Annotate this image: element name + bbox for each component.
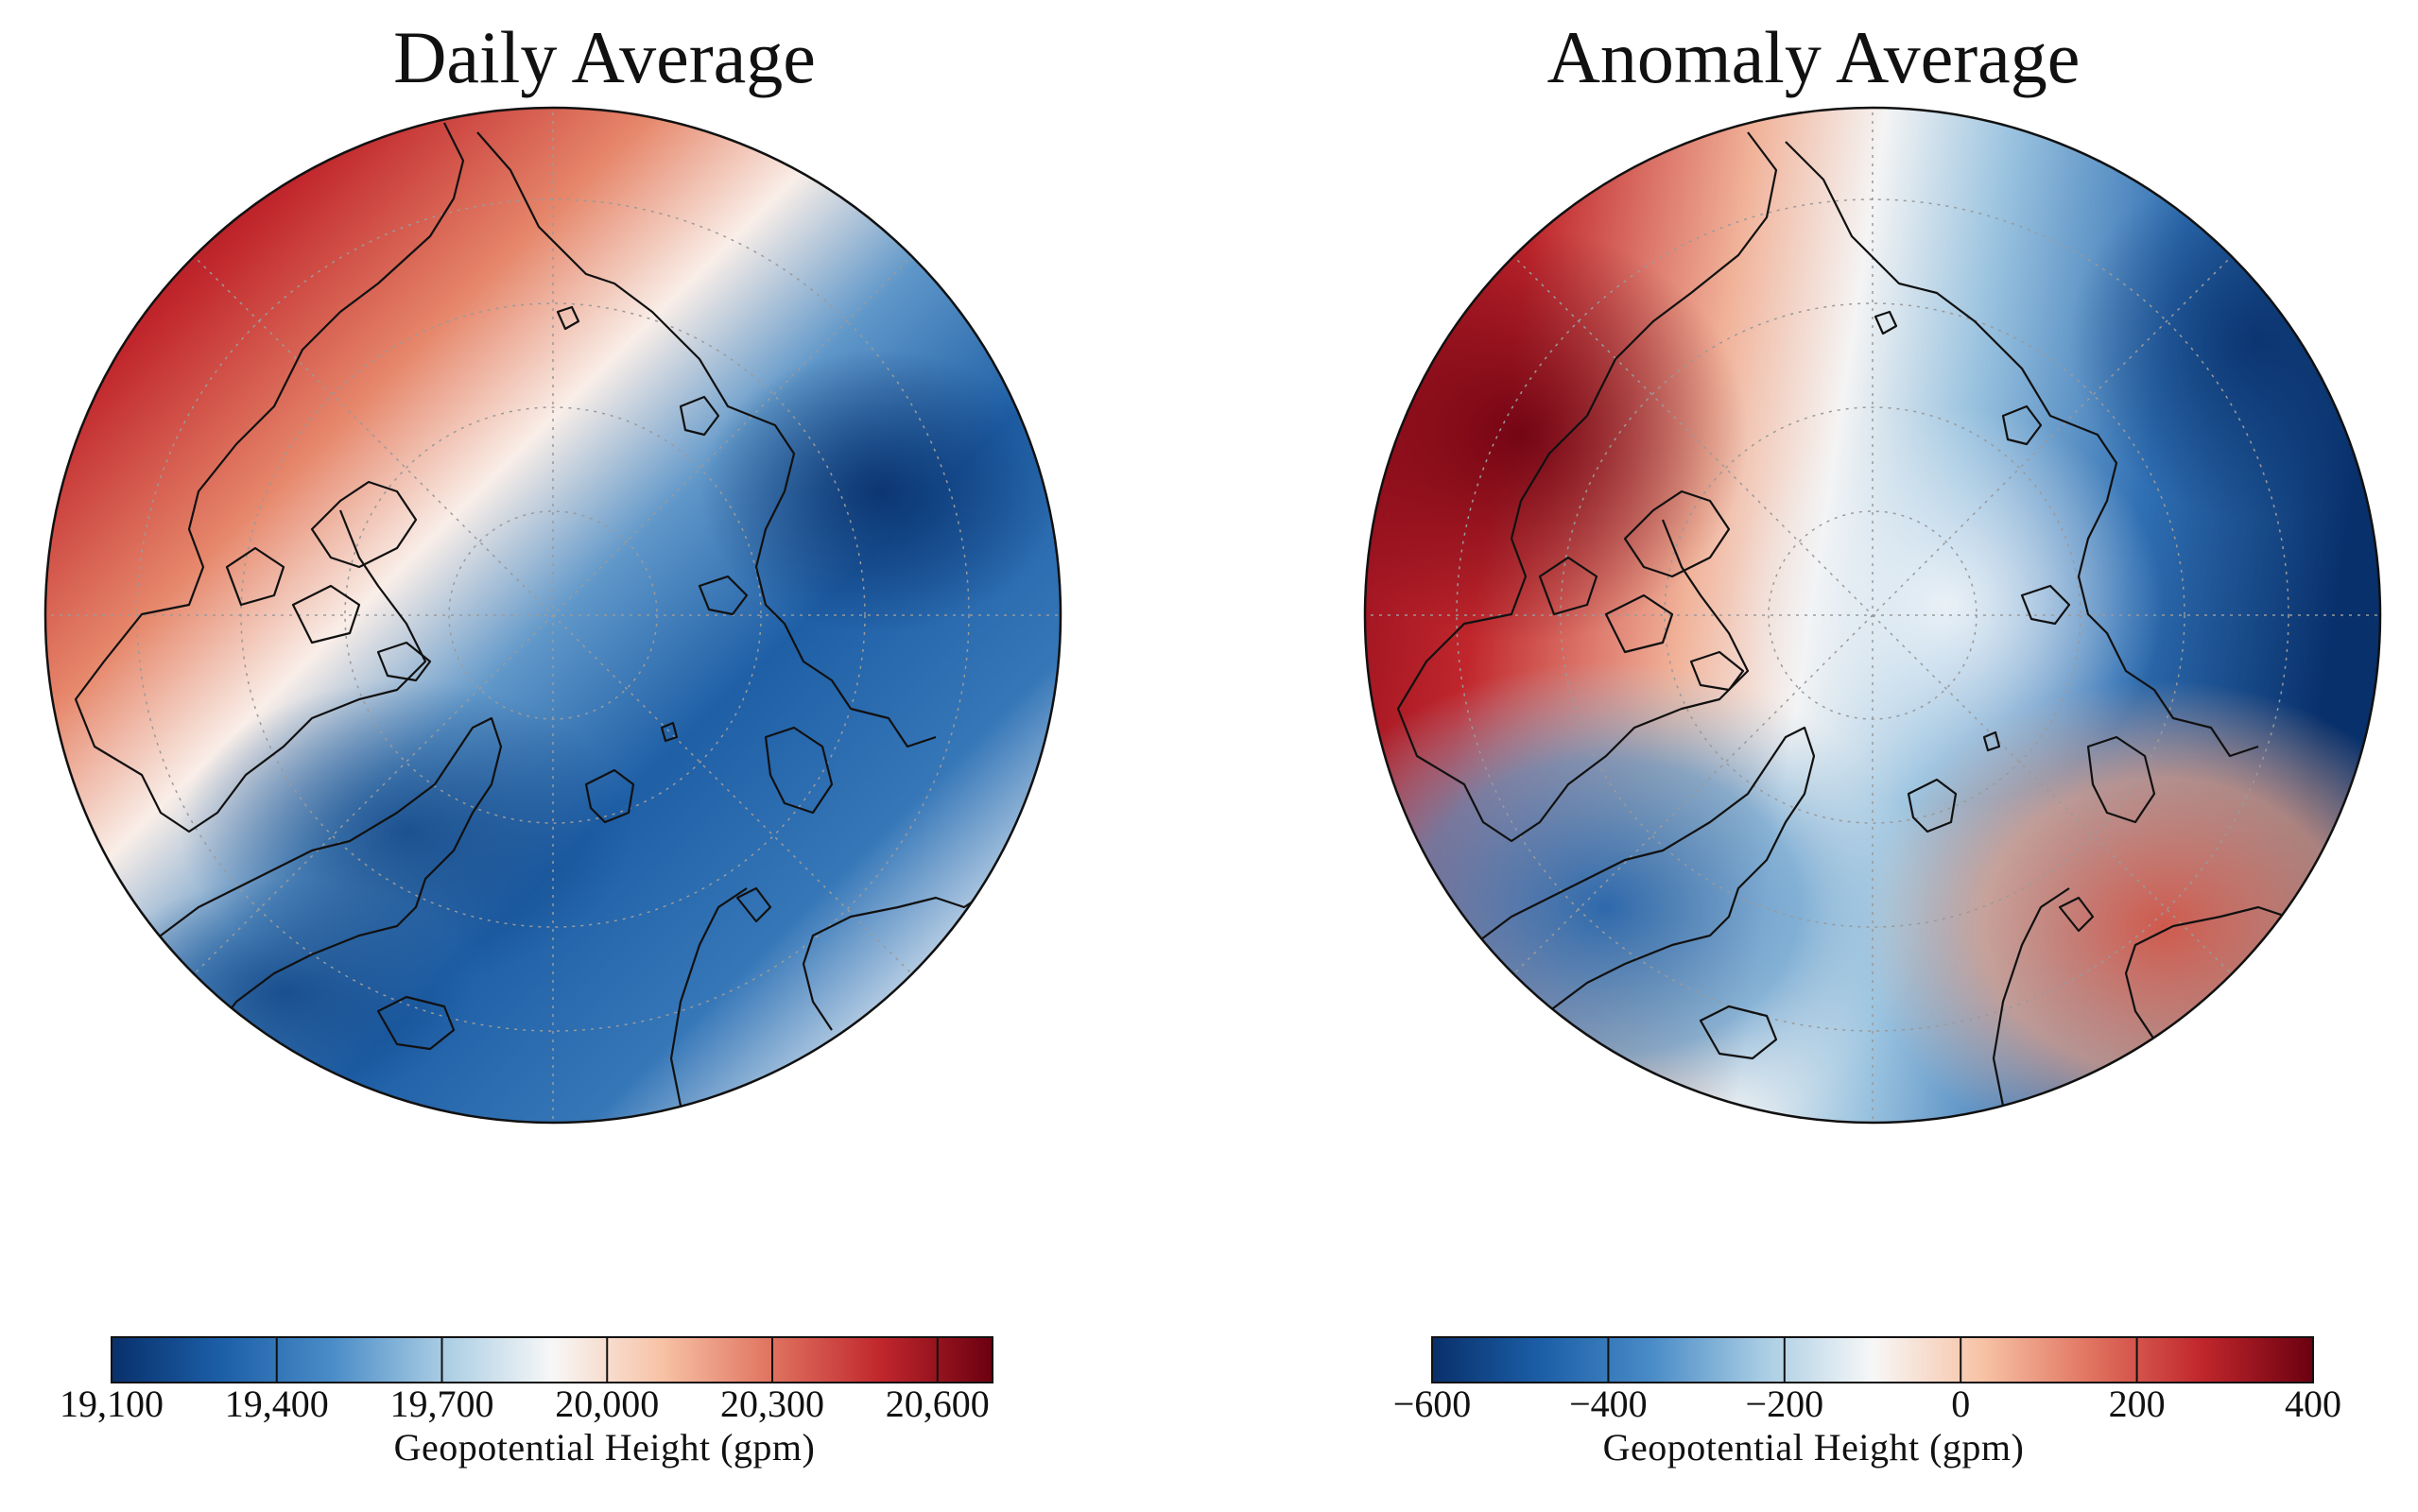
colorbar-tick-label: 0: [1951, 1383, 1970, 1425]
colorbar-tick-label: 20,300: [720, 1383, 824, 1425]
map-boundary: [1363, 106, 2382, 1125]
map-title: Anomaly Average: [1546, 16, 2081, 98]
colorbar-tick-label: −200: [1746, 1383, 1824, 1425]
graticule: [45, 108, 1061, 1123]
colorbar: 19,100 19,400 19,700 20,000 20,300 20,600: [60, 1336, 993, 1425]
colorbar-strip: [111, 1336, 993, 1383]
colorbar-tick-label: −600: [1393, 1383, 1472, 1425]
colorbar-ticks: 19,100 19,400 19,700 20,000 20,300 20,600: [60, 1337, 990, 1425]
graticule: [1365, 108, 2380, 1123]
colorbar-tick-label: 19,400: [225, 1383, 329, 1425]
height-field: [45, 108, 1061, 1123]
colorbar-tick-label: 20,000: [555, 1383, 659, 1425]
map-boundary: [43, 106, 1062, 1125]
colorbar-tick-label: 19,100: [60, 1383, 164, 1425]
panel-anomaly-average: Anomaly Average: [1209, 0, 2418, 1512]
colorbar-tick-label: 19,700: [390, 1383, 494, 1425]
panel-daily-average: Daily Average: [43, 16, 1062, 1469]
polar-map: −600 −400 −200 0 200 400: [1363, 106, 2382, 1425]
colorbar-ticks: −600 −400 −200 0 200 400: [1393, 1337, 2341, 1425]
colorbar: −600 −400 −200 0 200 400: [1393, 1336, 2341, 1425]
colorbar-tick-label: −400: [1569, 1383, 1648, 1425]
polar-map: 19,100 19,400 19,700 20,000 20,300 20,600: [43, 106, 1062, 1425]
colorbar-tick-label: 400: [2285, 1383, 2341, 1425]
map-title: Daily Average: [393, 16, 816, 98]
colorbar-tick-label: 20,600: [886, 1383, 990, 1425]
colorbar-strip: [1431, 1336, 2314, 1383]
colorbar-tick-label: 200: [2109, 1383, 2166, 1425]
colorbar-label: Geopotential Height (gpm): [1602, 1426, 2025, 1469]
height-field: [1365, 108, 2380, 1123]
colorbar-label: Geopotential Height (gpm): [393, 1426, 816, 1469]
